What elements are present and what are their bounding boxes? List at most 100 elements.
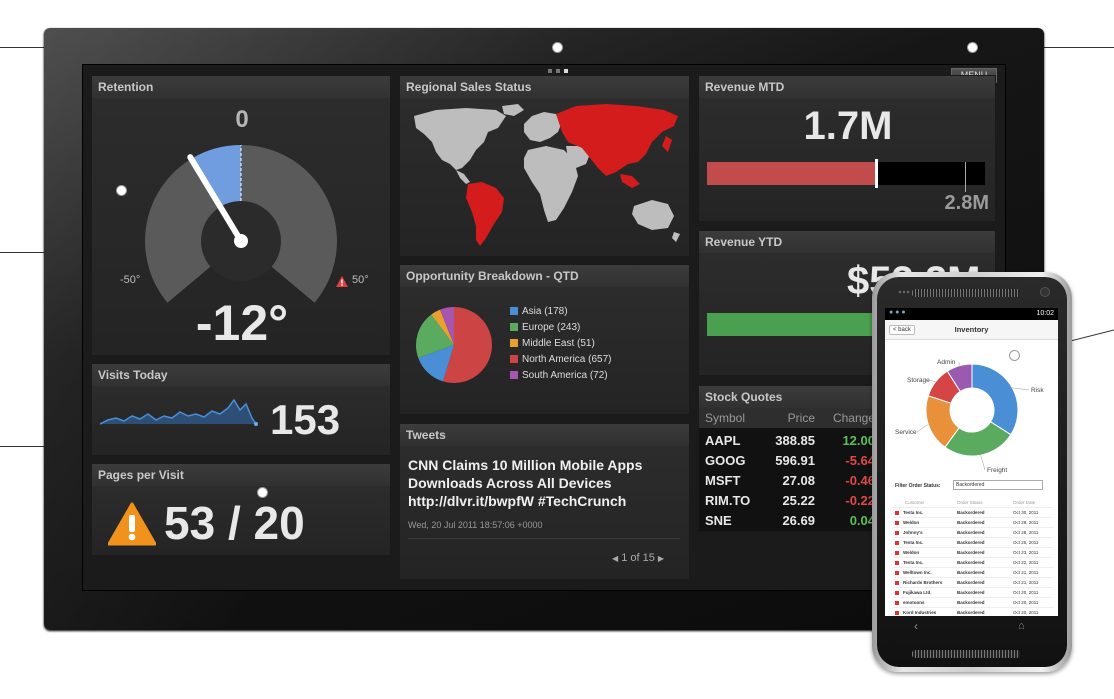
- status-flag: [895, 600, 899, 605]
- order-date: Oct 21, 2011: [1013, 570, 1039, 575]
- order-row[interactable]: Testa Inc. Backordered Oct 25, 2011: [893, 538, 1053, 548]
- legend-swatch: [510, 307, 518, 315]
- order-row[interactable]: Testa Inc. Backordered Oct 30, 2011: [893, 508, 1053, 518]
- donut-slice: [971, 363, 1019, 436]
- opportunity-legend: Asia (178) Europe (243) Middle East (51) No…: [510, 303, 611, 383]
- visits-sparkline: [100, 398, 258, 426]
- order-row[interactable]: Johnny's Backordered Oct 28, 2011: [893, 528, 1053, 538]
- stock-symbol: MSFT: [705, 472, 741, 488]
- filter-select[interactable]: Backordered: [953, 480, 1043, 490]
- back-button[interactable]: < back: [889, 325, 915, 335]
- donut-leader: [980, 455, 986, 471]
- revenue-mtd-target: 2.8M: [944, 192, 989, 214]
- donut-leader: [916, 424, 929, 433]
- donut-label: Freight: [987, 467, 1007, 474]
- page-indicator[interactable]: [548, 69, 568, 73]
- retention-gauge: [145, 145, 337, 303]
- order-status: Backordered: [957, 610, 985, 615]
- order-status: Backordered: [957, 520, 985, 525]
- nav-back-icon[interactable]: ‹: [914, 619, 918, 633]
- stock-price: 25.22: [782, 492, 815, 508]
- stock-price: 26.69: [782, 512, 815, 528]
- visits-title: Visits Today: [92, 364, 390, 386]
- order-row[interactable]: Weldon Backordered Oct 23, 2011: [893, 548, 1053, 558]
- tweet-pager[interactable]: ◀ 1 of 15 ▶: [612, 552, 664, 564]
- stock-row[interactable]: SNE 26.69 0.04: [699, 510, 997, 530]
- prev-icon[interactable]: ◀: [612, 554, 619, 563]
- callout-dot[interactable]: [117, 186, 126, 195]
- order-customer: Welltown Inc.: [903, 570, 932, 575]
- stock-row[interactable]: AAPL 388.85 12.00: [699, 430, 997, 450]
- nav-home-icon[interactable]: ⌂: [1018, 620, 1025, 632]
- status-flag: [895, 570, 899, 575]
- revenue-mtd-title: Revenue MTD: [699, 76, 995, 98]
- next-icon[interactable]: ▶: [657, 554, 665, 563]
- order-row[interactable]: Richards Brothers Backordered Oct 21, 2011: [893, 578, 1053, 588]
- stock-change: 12.00: [842, 432, 875, 448]
- order-customer: Weldon: [903, 520, 920, 525]
- callout-dot[interactable]: [258, 488, 267, 497]
- regional-panel: Regional Sales Status: [399, 75, 690, 257]
- revenue-mtd-bar: [707, 159, 985, 192]
- stock-symbol: GOOG: [705, 452, 746, 468]
- order-date: Oct 21, 2011: [1013, 580, 1039, 585]
- callout-dot[interactable]: [968, 43, 977, 52]
- filter-label: Filter Order Status:: [895, 483, 941, 489]
- filter-row: Filter Order Status: Backordered: [895, 480, 1055, 492]
- phone-dots: [898, 290, 910, 294]
- dashboard-screen: MENU Retention 0 -50° 50° -12° Visits To…: [82, 64, 1006, 591]
- revenue-mtd-panel: Revenue MTD 1.7M 2.8M: [698, 75, 996, 222]
- donut-leader: [928, 379, 936, 383]
- stock-symbol: SNE: [705, 512, 732, 528]
- order-row[interactable]: Welltown Inc. Backordered Oct 21, 2011: [893, 568, 1053, 578]
- col-status: Order Status: [957, 500, 983, 505]
- donut-label: Storage: [907, 377, 930, 384]
- order-row[interactable]: Kord Industries Backordered Oct 20, 2011: [893, 608, 1053, 616]
- stock-row[interactable]: RIM.TO 25.22 -0.22: [699, 490, 997, 510]
- legend-item: Middle East (51): [510, 335, 611, 351]
- legend-item: South America (72): [510, 367, 611, 383]
- order-status: Backordered: [957, 550, 985, 555]
- status-flag: [895, 550, 899, 555]
- opportunity-panel: Opportunity Breakdown - QTD Asia (178) Eu…: [399, 264, 690, 415]
- retention-title: Retention: [92, 76, 390, 98]
- stock-col-price: Price: [787, 411, 815, 425]
- order-customer: Testa Inc.: [903, 560, 924, 565]
- legend-item: Asia (178): [510, 303, 611, 319]
- order-row[interactable]: Fujikawa Ltd. Backordered Oct 20, 2011: [893, 588, 1053, 598]
- callout-dot[interactable]: [1010, 351, 1019, 360]
- legend-label: North America (657): [522, 353, 612, 365]
- legend-item: Europe (243): [510, 319, 611, 335]
- opportunity-pie: [416, 307, 492, 383]
- phone-top-speaker: [912, 289, 1020, 297]
- pie-slice: [416, 314, 454, 358]
- order-date: Oct 20, 2011: [1013, 590, 1039, 595]
- legend-swatch: [510, 323, 518, 331]
- order-row[interactable]: emotoons Backordered Oct 20, 2011: [893, 598, 1053, 608]
- visits-panel: Visits Today 153: [91, 363, 391, 456]
- phone-camera: [1040, 287, 1050, 297]
- callout-line: [0, 252, 58, 253]
- status-flag: [895, 540, 899, 545]
- stock-symbol: RIM.TO: [705, 492, 751, 508]
- gauge-hub: [234, 234, 248, 248]
- order-date: Oct 20, 2011: [1013, 600, 1039, 605]
- pages-value: 53 / 20: [164, 497, 305, 549]
- order-date: Oct 30, 2011: [1013, 510, 1039, 515]
- tweet-text: CNN Claims 10 Million Mobile Apps Downlo…: [408, 457, 643, 509]
- legend-swatch: [510, 371, 518, 379]
- stock-row[interactable]: MSFT 27.08 -0.46: [699, 470, 997, 490]
- legend-swatch: [510, 339, 518, 347]
- stock-table: AAPL 388.85 12.00 GOOG 596.91 -5.64 MSFT 27.08 -…: [699, 430, 997, 530]
- stock-row[interactable]: GOOG 596.91 -5.64: [699, 450, 997, 470]
- order-row[interactable]: Testa Inc. Backordered Oct 22, 2011: [893, 558, 1053, 568]
- pie-slice: [418, 345, 454, 382]
- order-date: Oct 20, 2011: [1013, 610, 1039, 615]
- order-customer: emotoons: [903, 600, 925, 605]
- status-flag: [895, 590, 899, 595]
- status-flag: [895, 560, 899, 565]
- order-date: Oct 29, 2011: [1013, 520, 1039, 525]
- callout-dot[interactable]: [553, 43, 562, 52]
- order-row[interactable]: Weldon Backordered Oct 29, 2011: [893, 518, 1053, 528]
- visits-value: 153: [270, 396, 341, 443]
